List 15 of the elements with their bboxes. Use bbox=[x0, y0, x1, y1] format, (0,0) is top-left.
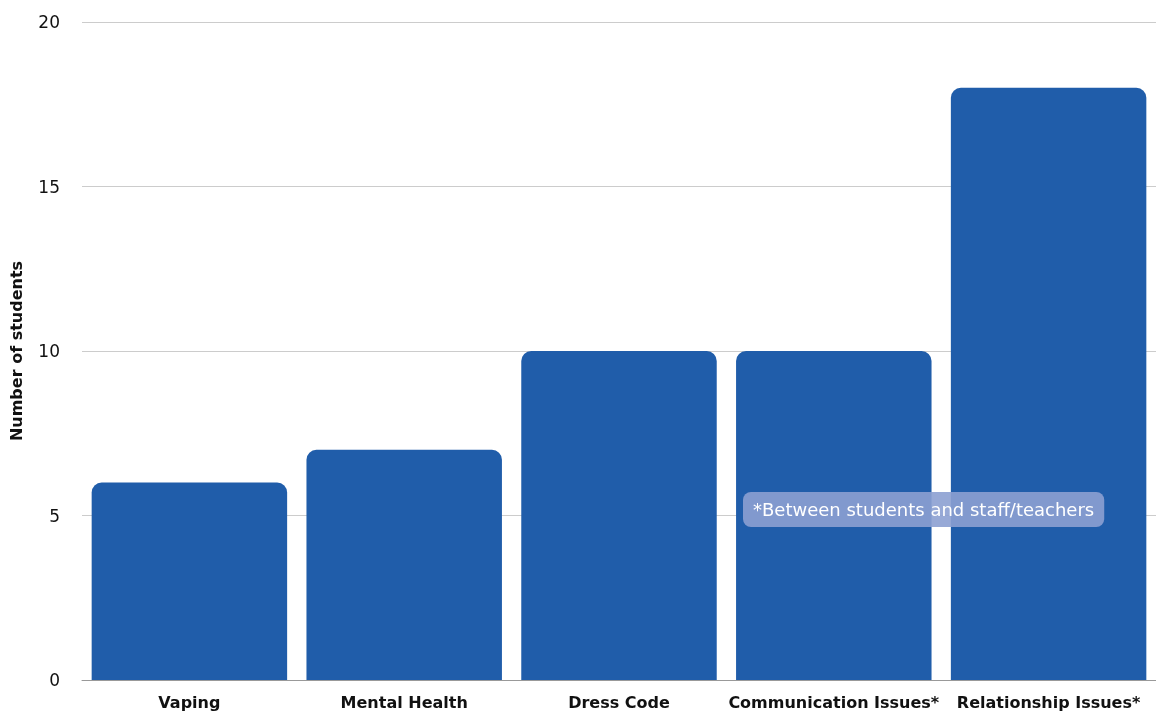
y-tick-label: 0 bbox=[49, 670, 60, 690]
y-axis-title: Number of students bbox=[6, 260, 26, 442]
y-tick-label: 20 bbox=[38, 12, 60, 32]
x-tick-label: Mental Health bbox=[340, 692, 468, 712]
annotation: *Between students and staff/teachers bbox=[753, 498, 1095, 520]
x-tick-label: Communication Issues* bbox=[728, 692, 940, 712]
bar bbox=[91, 482, 288, 680]
y-tick-label: 15 bbox=[38, 176, 60, 197]
y-tick-label: 10 bbox=[38, 341, 60, 361]
x-tick-label: Dress Code bbox=[568, 692, 670, 712]
x-tick-label: Vaping bbox=[158, 692, 221, 712]
bar bbox=[521, 351, 717, 680]
y-tick-label: 5 bbox=[49, 505, 60, 526]
bar bbox=[306, 449, 502, 680]
x-tick-label: Relationship Issues* bbox=[956, 692, 1141, 712]
